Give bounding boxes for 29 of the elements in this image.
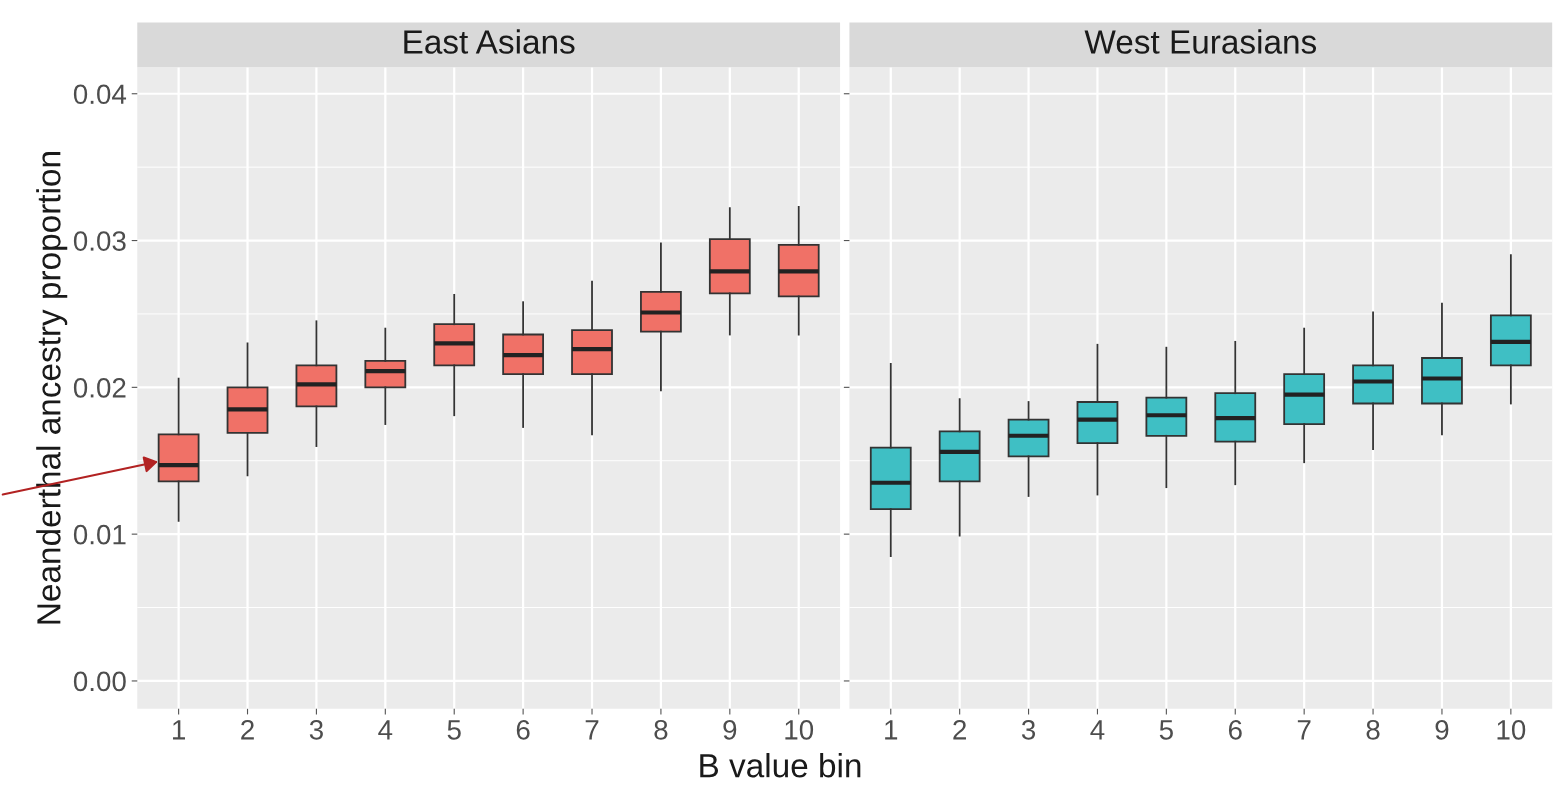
x-tick-label: 9: [1435, 719, 1449, 740]
x-tick-label: 10: [1497, 719, 1526, 740]
chart-title: West Eurasians: [1084, 29, 1317, 54]
x-tick-label: 3: [1021, 719, 1036, 740]
y-tick-label: 0.00: [73, 671, 126, 692]
y-tick-label: 0.01: [73, 524, 126, 545]
x-tick-label: 6: [516, 719, 530, 740]
x-tick-label: 10: [785, 719, 814, 740]
x-tick-label: 3: [309, 719, 323, 740]
y-tick-label: 0.04: [73, 84, 127, 105]
x-tick-label: 1: [173, 720, 185, 740]
y-tick-label: 0.03: [73, 231, 126, 251]
x-tick-label: 6: [1228, 719, 1242, 740]
x-tick-label: 5: [447, 720, 461, 740]
x-tick-label: 2: [241, 719, 254, 740]
x-tick-label: 5: [1159, 720, 1173, 740]
x-tick-label: 2: [953, 719, 966, 740]
x-tick-label: 7: [1297, 720, 1311, 740]
x-tick-label: 9: [723, 719, 737, 740]
x-axis-title: B value bin: [700, 753, 861, 778]
x-tick-label: 8: [1366, 719, 1380, 740]
x-tick-label: 1: [885, 720, 898, 740]
chart-title: East Asians: [404, 29, 575, 54]
x-tick-label: 4: [1090, 720, 1105, 740]
x-tick-label: 8: [654, 719, 668, 740]
y-tick-label: 0.02: [73, 378, 126, 398]
y-axis-title: Neanderthal ancestry proportion: [36, 152, 68, 624]
x-tick-label: 7: [585, 720, 599, 740]
x-tick-label: 4: [378, 720, 393, 740]
